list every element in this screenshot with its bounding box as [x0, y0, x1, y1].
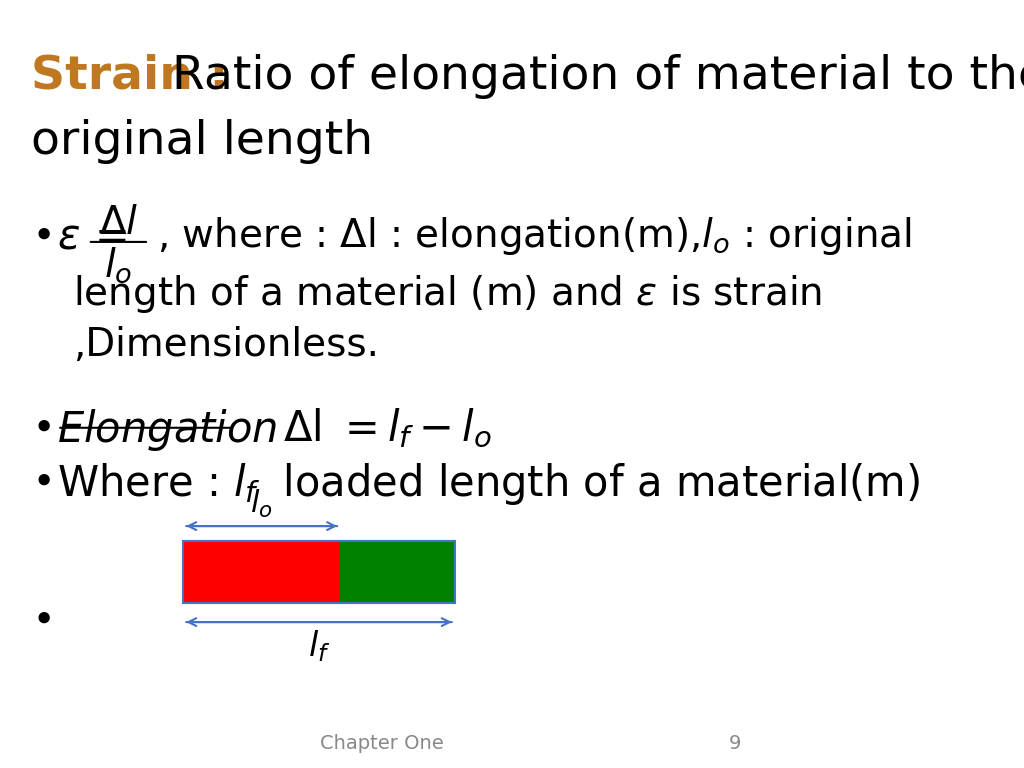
Text: $\bullet$: $\bullet$: [31, 215, 50, 253]
Text: Ratio of elongation of material to the: Ratio of elongation of material to the: [172, 54, 1024, 99]
Text: $\Delta$l $= l_f - l_o$: $\Delta$l $= l_f - l_o$: [283, 407, 492, 450]
Text: $\bullet$: $\bullet$: [31, 599, 50, 637]
Bar: [340, 541, 455, 603]
Bar: [183, 541, 455, 603]
Text: original length: original length: [31, 119, 373, 164]
Text: Where : $l_f$  loaded length of a material(m): Where : $l_f$ loaded length of a materia…: [57, 461, 921, 507]
Text: $l_f$: $l_f$: [308, 628, 330, 664]
Text: Strain :: Strain :: [31, 54, 228, 99]
Text: $\bullet$: $\bullet$: [31, 407, 50, 445]
Text: 9: 9: [729, 733, 741, 753]
Text: Chapter One: Chapter One: [321, 733, 443, 753]
Text: $\Delta l$: $\Delta l$: [99, 204, 138, 241]
Text: $l_o$: $l_o$: [251, 488, 273, 520]
Text: ,Dimensionless.: ,Dimensionless.: [73, 326, 379, 364]
Text: $\mathit{Elongation}$: $\mathit{Elongation}$: [57, 407, 278, 453]
Text: $l_o$: $l_o$: [104, 246, 132, 286]
Text: , where : $\Delta$l : elongation(m),$l_o$ : original: , where : $\Delta$l : elongation(m),$l_o…: [157, 215, 911, 257]
Text: $\bullet$: $\bullet$: [31, 461, 50, 498]
Text: $\varepsilon\,=$: $\varepsilon\,=$: [57, 215, 127, 257]
Bar: [183, 541, 340, 603]
Text: length of a material (m) and $\varepsilon$ is strain: length of a material (m) and $\varepsilo…: [73, 273, 821, 315]
